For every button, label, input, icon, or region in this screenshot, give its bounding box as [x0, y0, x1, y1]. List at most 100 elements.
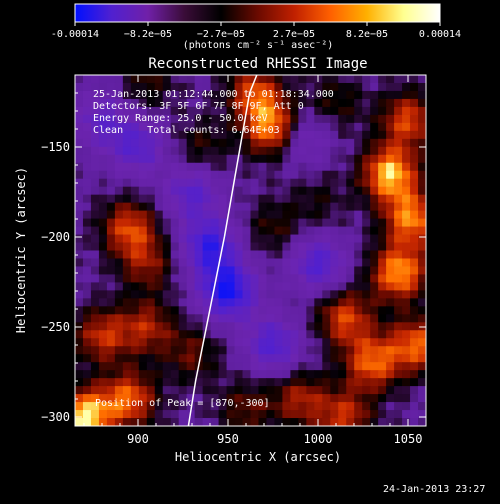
heatmap-pixel [194, 178, 204, 188]
heatmap-pixel [250, 362, 259, 371]
heatmap-pixel [186, 250, 196, 259]
heatmap-pixel [242, 218, 251, 227]
heatmap-pixel [242, 130, 251, 140]
heatmap-pixel [98, 234, 108, 243]
heatmap-pixel [90, 75, 100, 84]
heatmap-pixel [114, 210, 124, 219]
heatmap-pixel [146, 210, 156, 219]
heatmap-pixel [226, 282, 235, 291]
heatmap-pixel [282, 250, 291, 259]
heatmap-pixel [146, 114, 156, 124]
heatmap-pixel [290, 354, 299, 363]
heatmap-pixel [202, 346, 212, 355]
heatmap-pixel [162, 290, 172, 299]
heatmap-pixel [202, 370, 212, 379]
heatmap-pixel [130, 194, 140, 204]
heatmap-pixel [330, 146, 339, 156]
heatmap-pixel [210, 138, 219, 148]
heatmap-pixel [322, 378, 331, 387]
heatmap-pixel [306, 106, 315, 116]
heatmap-pixel [250, 250, 259, 259]
heatmap-pixel [250, 378, 259, 387]
heatmap-pixel [362, 402, 371, 411]
heatmap-pixel [282, 314, 291, 323]
heatmap-pixel [138, 130, 148, 140]
heatmap-pixel [162, 346, 172, 355]
heatmap-pixel [186, 322, 196, 331]
heatmap-pixel [266, 330, 275, 339]
heatmap-pixel [250, 170, 259, 180]
heatmap-pixel [338, 170, 347, 180]
heatmap-pixel [242, 402, 251, 411]
heatmap-pixel [290, 298, 299, 307]
heatmap-pixel [75, 218, 84, 227]
heatmap-pixel [154, 218, 164, 227]
heatmap-pixel [314, 290, 323, 299]
heatmap-pixel [338, 98, 347, 108]
heatmap-pixel [154, 90, 164, 100]
heatmap-pixel [378, 378, 387, 387]
heatmap-pixel [274, 234, 283, 243]
heatmap-pixel [122, 154, 132, 164]
heatmap-pixel [218, 274, 227, 283]
heatmap-pixel [210, 314, 219, 323]
heatmap-pixel [410, 122, 419, 132]
heatmap-pixel [290, 178, 299, 188]
heatmap-pixel [226, 90, 235, 100]
heatmap-pixel [154, 346, 164, 355]
heatmap-pixel [162, 418, 172, 426]
heatmap-pixel [250, 98, 259, 108]
heatmap-pixel [242, 122, 251, 132]
heatmap-pixel [394, 346, 403, 355]
heatmap-pixel [402, 346, 411, 355]
heatmap-pixel [234, 354, 243, 363]
heatmap-pixel [82, 218, 92, 227]
heatmap-pixel [250, 410, 259, 419]
heatmap-pixel [394, 370, 403, 379]
heatmap-pixel [306, 170, 315, 180]
heatmap-pixel [410, 90, 419, 100]
heatmap-pixel [218, 370, 227, 379]
heatmap-pixel [138, 234, 148, 243]
heatmap-pixel [362, 354, 371, 363]
heatmap-pixel [370, 410, 379, 419]
heatmap-pixel [322, 250, 331, 259]
heatmap-pixel [210, 154, 219, 164]
heatmap-pixel [122, 202, 132, 212]
info-line-time: 25-Jan-2013 01:12:44.000 to 01:18:34.000 [93, 89, 334, 100]
heatmap-pixel [282, 306, 291, 315]
heatmap-pixel [218, 314, 227, 323]
heatmap-pixel [98, 354, 108, 363]
heatmap-pixel [130, 250, 140, 259]
heatmap-pixel [258, 162, 267, 172]
heatmap-pixel [122, 114, 132, 124]
heatmap-pixel [98, 314, 108, 323]
heatmap-pixel [418, 114, 426, 124]
heatmap-pixel [210, 386, 219, 395]
heatmap-pixel [202, 122, 212, 132]
heatmap-pixel [354, 98, 363, 108]
heatmap-pixel [178, 362, 188, 371]
heatmap-pixel [218, 330, 227, 339]
heatmap-pixel [234, 106, 243, 116]
heatmap-pixel [266, 274, 275, 283]
heatmap-pixel [218, 394, 227, 403]
heatmap-pixel [258, 138, 267, 148]
heatmap-pixel [394, 338, 403, 347]
heatmap-pixel [98, 338, 108, 347]
heatmap-pixel [194, 162, 204, 172]
heatmap-pixel [306, 218, 315, 227]
heatmap-pixel [386, 282, 395, 291]
heatmap-pixel [378, 75, 387, 84]
heatmap-pixel [298, 226, 307, 235]
heatmap-pixel [410, 146, 419, 156]
heatmap-pixel [362, 410, 371, 419]
heatmap-pixel [138, 162, 148, 172]
heatmap-pixel [226, 402, 235, 411]
heatmap-pixel [130, 394, 140, 403]
heatmap-pixel [234, 82, 243, 92]
heatmap-pixel [274, 98, 283, 108]
heatmap-pixel [106, 90, 116, 100]
heatmap-pixel [138, 298, 148, 307]
heatmap-pixel [266, 202, 275, 212]
